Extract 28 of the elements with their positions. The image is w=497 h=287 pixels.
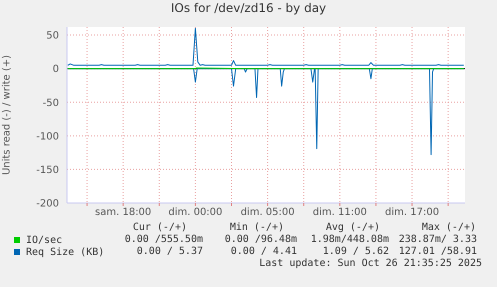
- text: Max (-/+): [422, 222, 476, 233]
- text: 0.00 / 5.37: [136, 246, 203, 257]
- y-axis-title: Units read (-) / write (+): [2, 54, 13, 176]
- text: 0.00 / 4.41: [230, 246, 297, 257]
- text: Avg (-/+): [326, 222, 380, 233]
- x-tick-label: dim. 05:00: [240, 207, 295, 218]
- text: Cur (-/+): [132, 222, 187, 233]
- text: 1.09 / 5.62: [322, 246, 389, 257]
- text: Last update: Sun Oct 26 21:35:25 2025: [259, 258, 482, 269]
- x-tick-label: dim. 00:00: [168, 207, 222, 218]
- text: Min (-/+): [230, 222, 284, 233]
- x-tick-label: dim. 17:00: [385, 207, 440, 218]
- legend-label: Req Size (KB): [26, 246, 104, 258]
- text: 238.87m/ 3.33: [398, 234, 477, 245]
- y-tick-label: -150: [36, 164, 59, 176]
- y-tick-label: -50: [42, 98, 59, 109]
- text: 1.98m/448.08m: [310, 234, 389, 245]
- x-tick-label: sam. 18:00: [95, 207, 152, 218]
- text: 0.00 /555.50m: [124, 234, 203, 245]
- text: 127.01 /58.91: [398, 246, 477, 257]
- text: 0.00 /96.48m: [224, 234, 297, 245]
- chart-title: IOs for /dev/zd16 - by day: [170, 1, 328, 15]
- legend-label: IO/sec: [26, 234, 62, 246]
- y-tick-label: -200: [36, 198, 59, 210]
- y-tick-label: 0: [52, 64, 59, 76]
- y-tick-label: -100: [36, 131, 59, 142]
- x-tick-label: dim. 11:00: [312, 207, 367, 218]
- y-tick-label: 50: [46, 30, 59, 42]
